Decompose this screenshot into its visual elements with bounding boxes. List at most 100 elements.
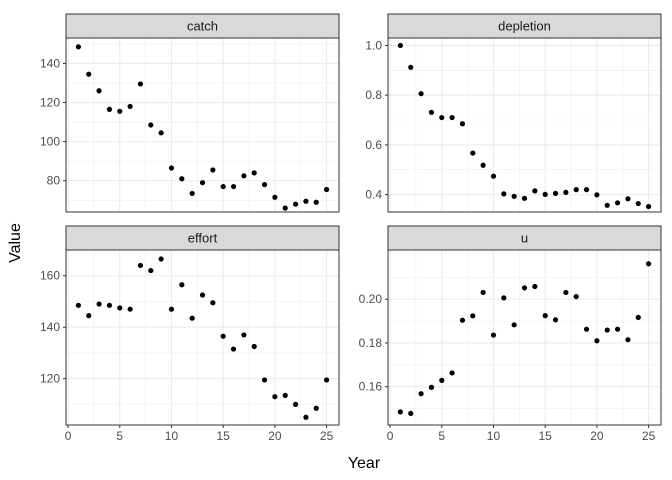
panel-depletion-point (480, 162, 486, 168)
panel-u-point (480, 289, 486, 296)
panel-catch-point (210, 167, 216, 173)
panel-u-y-tick-label: 0.20 (359, 292, 383, 306)
panel-catch-point (261, 182, 268, 188)
panel-depletion-point (594, 192, 600, 198)
panel-depletion-point (583, 187, 590, 193)
panel-catch-point (137, 81, 144, 87)
panel-u-point (614, 326, 621, 332)
panel-catch-point (148, 122, 154, 128)
panel-effort-point (261, 377, 268, 383)
panel-u-point (490, 332, 497, 338)
panel-u-border (387, 249, 662, 426)
panel-catch-y-tick-label: 120 (40, 96, 60, 110)
panel-effort-point (117, 305, 123, 311)
panel-depletion-point (428, 109, 435, 115)
panel-u-point (645, 261, 652, 267)
panel-u-point (573, 293, 579, 300)
panel-depletion-y-tick-label: 1.0 (365, 38, 382, 52)
panel-effort-point (199, 292, 206, 298)
panel-u-point (459, 317, 466, 323)
panel-depletion-point (604, 202, 610, 208)
panel-catch-point (86, 71, 92, 77)
panel-u-point (439, 377, 445, 383)
panel-u-point (604, 327, 610, 333)
panel-catch-point (313, 199, 319, 205)
panel-catch-point (189, 190, 195, 197)
panel-u-point (521, 285, 528, 291)
panel-u-x-tick-label: 15 (539, 429, 553, 443)
panel-catch-point (179, 176, 185, 182)
panel-effort-point (96, 301, 102, 307)
panel-depletion-point (645, 203, 652, 210)
panel-effort-point (303, 414, 309, 420)
panel-catch-strip-label: catch (187, 19, 218, 34)
panel-catch-strip (65, 13, 340, 39)
panel-effort-y-tick-label: 160 (40, 269, 60, 283)
panel-catch-point (220, 183, 226, 190)
panel-effort-point (292, 401, 299, 408)
panel-effort-point (272, 394, 278, 400)
panel-depletion-point (573, 187, 579, 193)
panel-effort-y-tick-label: 140 (40, 320, 60, 334)
panel-catch-point (241, 173, 247, 179)
panel-u-strip (387, 225, 662, 251)
panel-depletion-point (532, 188, 538, 194)
panel-u-point (552, 317, 559, 323)
panel-catch-point (303, 198, 309, 204)
panel-depletion-point (439, 114, 445, 121)
panel-u-point (635, 314, 641, 320)
panel-depletion-point (625, 196, 631, 202)
panel-depletion-point (521, 195, 528, 201)
panel-effort-point (86, 313, 92, 319)
panel-effort-border (65, 249, 340, 426)
panel-effort-point (158, 256, 164, 262)
panel-depletion-point (614, 200, 621, 206)
panel-u-point (511, 322, 517, 328)
panel-catch-point (292, 201, 299, 207)
panel-effort-point (179, 282, 185, 288)
panel-effort-x-tick-label: 20 (268, 429, 282, 443)
panel-catch-point (106, 106, 113, 112)
panel-effort-point (106, 302, 113, 308)
panel-depletion-point (552, 190, 559, 196)
panel-catch-y-tick-label: 140 (40, 56, 60, 70)
panel-depletion-point (397, 42, 404, 49)
panel-u-x-tick-label: 10 (487, 429, 501, 443)
panel-effort-point (282, 392, 288, 399)
y-axis-title: Value (7, 223, 24, 263)
panel-effort-point (189, 315, 195, 321)
panel-u-point (501, 295, 507, 301)
panel-effort-point (323, 377, 330, 383)
panel-effort-x-tick-label: 0 (65, 429, 72, 443)
panel-depletion-y-tick-label: 0.8 (365, 88, 382, 102)
panel-depletion-point (408, 64, 414, 70)
panel-catch-point (75, 44, 82, 50)
panel-u-point (542, 313, 548, 319)
panel-u-y-tick-label: 0.16 (359, 380, 383, 394)
panel-u-point (397, 409, 404, 415)
panel-u-point (408, 410, 414, 417)
panel-catch-point (323, 186, 330, 193)
panel-depletion-point (563, 189, 569, 195)
panel-depletion-point (501, 191, 507, 197)
panel-effort-point (148, 267, 154, 274)
panel-u-strip-label: u (521, 231, 528, 246)
panel-u-point (470, 313, 476, 319)
panel-depletion-border (387, 37, 662, 213)
panel-u-point (563, 289, 569, 296)
panel-effort-point (137, 262, 144, 269)
panel-catch-point (230, 183, 237, 190)
panel-effort-y-tick-label: 120 (40, 372, 60, 386)
panel-effort-x-tick-label: 10 (165, 429, 179, 443)
panel-u-point (449, 370, 455, 376)
panel-effort-x-tick-label: 25 (320, 429, 334, 443)
panel-u-x-tick-label: 20 (590, 429, 604, 443)
panel-effort-strip-label: effort (188, 231, 218, 246)
panel-depletion-point (511, 193, 517, 199)
panel-depletion-point (490, 173, 497, 179)
panel-catch-point (251, 170, 257, 176)
panel-catch-point (96, 88, 102, 94)
panel-depletion-point (459, 121, 466, 127)
panel-catch-point (199, 180, 206, 186)
